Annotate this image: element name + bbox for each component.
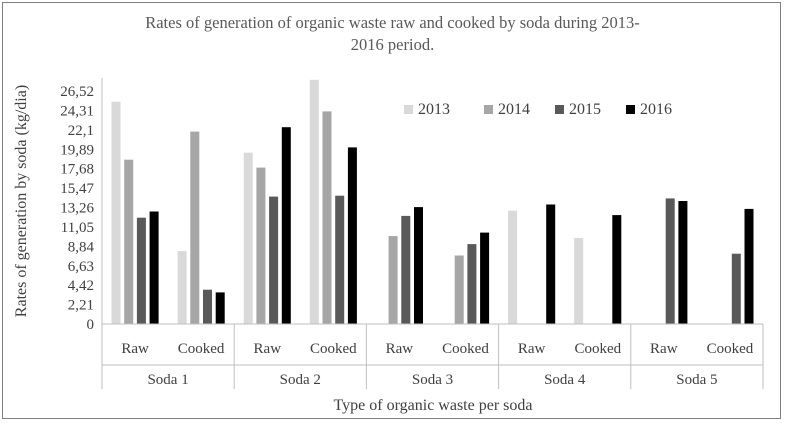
x-group-label: Soda 2 bbox=[280, 372, 321, 388]
y-tick-label: 4,42 bbox=[68, 278, 94, 294]
bar-soda-2-cooked-2015 bbox=[335, 195, 345, 324]
y-tick-label: 26,52 bbox=[60, 84, 94, 100]
legend-label-2015: 2015 bbox=[569, 101, 601, 118]
chart-title-line-2: 2016 period. bbox=[350, 35, 435, 54]
y-tick-label: 11,05 bbox=[61, 220, 94, 236]
chart-title-line-1: Rates of generation of organic waste raw… bbox=[145, 13, 640, 32]
legend-label-2016: 2016 bbox=[640, 101, 672, 118]
y-tick-label: 6,63 bbox=[68, 259, 94, 275]
x-axis-layer: Raw Cooked Raw Cooked Raw Cooked Raw Cooked Raw C… bbox=[101, 323, 764, 389]
bar-soda-5-cooked-2016 bbox=[744, 208, 754, 324]
bar-soda-1-cooked-2014 bbox=[190, 131, 200, 324]
y-tick-label: 15,47 bbox=[60, 181, 94, 197]
x-tick-label: Cooked bbox=[442, 341, 489, 357]
legend-swatch-2014 bbox=[484, 105, 493, 114]
bar-soda-2-raw-2013 bbox=[243, 152, 253, 324]
y-tick-label: 22,1 bbox=[68, 123, 94, 139]
bar-soda-1-raw-2013 bbox=[111, 101, 121, 324]
y-tick-label: 24,31 bbox=[60, 103, 94, 119]
bar-soda-3-raw-2015 bbox=[401, 215, 411, 324]
bar-soda-2-raw-2016 bbox=[281, 127, 291, 324]
bar-soda-5-cooked-2015 bbox=[731, 253, 741, 324]
x-tick-label: Raw bbox=[121, 341, 149, 357]
x-axis-label: Type of organic waste per soda bbox=[334, 397, 533, 414]
bar-soda-4-raw-2013 bbox=[508, 210, 518, 324]
x-tick-label: Raw bbox=[518, 341, 546, 357]
y-tick-label: 2,21 bbox=[68, 298, 94, 314]
bar-soda-2-cooked-2014 bbox=[322, 111, 332, 325]
bar-soda-2-cooked-2016 bbox=[347, 147, 357, 324]
bar-soda-4-raw-2016 bbox=[546, 204, 556, 324]
bar-soda-4-cooked-2016 bbox=[612, 215, 622, 324]
x-tick-label: Cooked bbox=[574, 341, 621, 357]
bars-layer bbox=[111, 79, 754, 325]
bar-soda-2-raw-2014 bbox=[256, 167, 266, 324]
x-group-label: Soda 3 bbox=[412, 372, 453, 388]
y-tick-label: 0 bbox=[87, 317, 95, 333]
bar-soda-3-cooked-2014 bbox=[454, 255, 464, 324]
chart-frame bbox=[2, 2, 781, 419]
legend-label-2013: 2013 bbox=[418, 101, 450, 118]
bar-soda-3-raw-2014 bbox=[388, 236, 398, 324]
y-tick-label: 17,68 bbox=[60, 162, 94, 178]
x-tick-label: Raw bbox=[650, 341, 678, 357]
y-tick-label: 19,89 bbox=[60, 142, 94, 158]
bar-soda-1-cooked-2013 bbox=[177, 251, 187, 324]
y-tick-label: 13,26 bbox=[60, 201, 94, 217]
bar-soda-1-raw-2016 bbox=[149, 211, 159, 324]
x-group-label: Soda 5 bbox=[676, 372, 717, 388]
x-tick-label: Cooked bbox=[178, 341, 225, 357]
bar-soda-3-cooked-2016 bbox=[480, 232, 490, 324]
x-tick-label: Raw bbox=[254, 341, 282, 357]
x-group-label: Soda 1 bbox=[147, 372, 188, 388]
bar-soda-3-raw-2016 bbox=[414, 207, 423, 324]
bar-soda-5-raw-2015 bbox=[665, 198, 675, 324]
bar-soda-1-raw-2014 bbox=[124, 159, 134, 324]
y-tick-label: 8,84 bbox=[68, 239, 95, 255]
x-tick-label: Cooked bbox=[707, 341, 754, 357]
x-group-label: Soda 4 bbox=[544, 372, 586, 388]
legend-swatch-2013 bbox=[404, 105, 413, 114]
bar-soda-3-cooked-2015 bbox=[467, 244, 477, 324]
bar-soda-2-cooked-2013 bbox=[309, 79, 319, 324]
bar-soda-5-raw-2016 bbox=[678, 201, 688, 324]
chart-title: Rates of generation of organic waste raw… bbox=[0, 12, 785, 56]
legend-label-2014: 2014 bbox=[498, 101, 530, 118]
bar-soda-1-cooked-2016 bbox=[215, 292, 225, 324]
x-tick-label: Raw bbox=[386, 341, 414, 357]
bar-soda-2-raw-2015 bbox=[269, 196, 279, 324]
legend-swatch-2015 bbox=[555, 105, 564, 114]
legend: 2013 2014 2015 2016 bbox=[404, 101, 672, 118]
legend-swatch-2016 bbox=[626, 105, 635, 114]
bar-soda-1-cooked-2015 bbox=[203, 289, 212, 324]
bar-soda-4-cooked-2013 bbox=[574, 237, 584, 324]
y-ticks-layer: 0 2,21 4,42 6,63 8,84 11,05 13,26 15,47 17,68 19,… bbox=[60, 84, 94, 333]
y-axis-label: Rates of generation by soda (kg/dia) bbox=[13, 85, 30, 317]
x-tick-label: Cooked bbox=[310, 341, 357, 357]
bar-soda-1-raw-2015 bbox=[136, 217, 146, 324]
